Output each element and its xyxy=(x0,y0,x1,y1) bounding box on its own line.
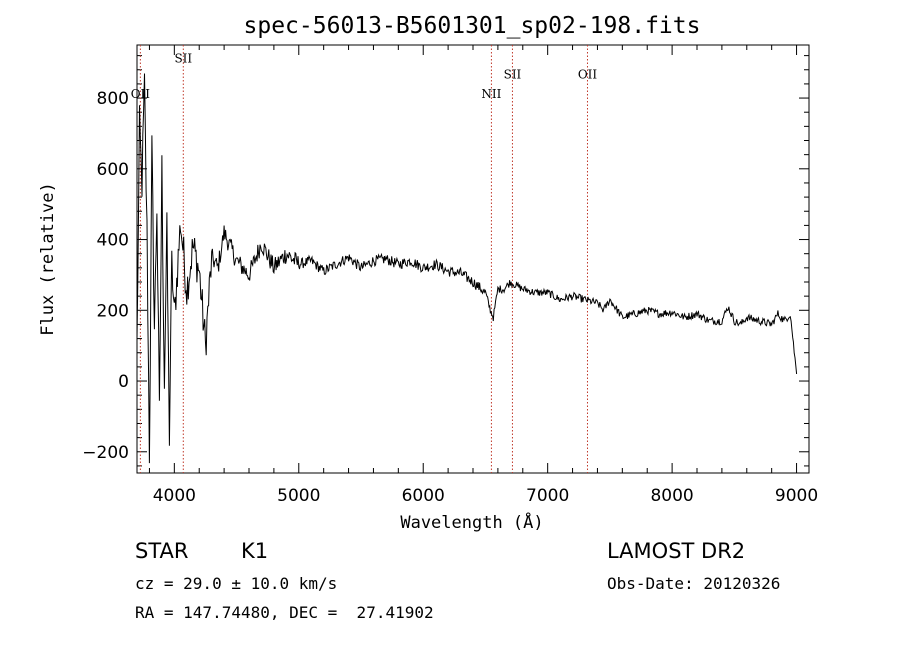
x-tick-label: 8000 xyxy=(650,486,693,506)
observation-date: Obs-Date: 20120326 xyxy=(607,574,781,593)
x-tick-label: 7000 xyxy=(526,486,569,506)
y-tick-label: 600 xyxy=(97,160,129,180)
redshift-velocity: cz = 29.0 ± 10.0 km/s xyxy=(135,574,338,593)
emission-line-label: OII xyxy=(578,68,598,82)
x-axis-ticks: 4000 5000 6000 7000 8000 9000 xyxy=(148,45,818,506)
y-tick-label: −200 xyxy=(82,443,129,463)
x-axis-label: Wavelength (Å) xyxy=(400,511,543,533)
x-tick-label: 4000 xyxy=(153,486,196,506)
y-axis-label: Flux (relative) xyxy=(38,182,58,336)
survey-name: LAMOST DR2 xyxy=(607,539,746,563)
emission-line-label: SII xyxy=(504,68,522,82)
emission-line-label: SII xyxy=(174,52,192,66)
chart-title: spec-56013-B5601301_sp02-198.fits xyxy=(244,13,701,39)
x-tick-label: 6000 xyxy=(402,486,445,506)
y-tick-label: 200 xyxy=(97,301,129,321)
object-class: STAR xyxy=(135,539,189,563)
y-tick-label: 400 xyxy=(97,231,129,251)
sky-coordinates: RA = 147.74480, DEC = 27.41902 xyxy=(135,603,434,622)
object-subclass: K1 xyxy=(241,539,269,563)
spectrum-line xyxy=(136,73,798,464)
y-tick-label: 800 xyxy=(97,89,129,109)
emission-line-label: NII xyxy=(481,87,501,101)
x-tick-label: 9000 xyxy=(775,486,818,506)
emission-line-label: OII xyxy=(131,87,151,101)
y-tick-label: 0 xyxy=(118,372,129,392)
y-axis-ticks: −200 0 200 400 600 800 xyxy=(82,55,809,467)
x-tick-label: 5000 xyxy=(277,486,320,506)
spectrum-series xyxy=(136,73,798,464)
